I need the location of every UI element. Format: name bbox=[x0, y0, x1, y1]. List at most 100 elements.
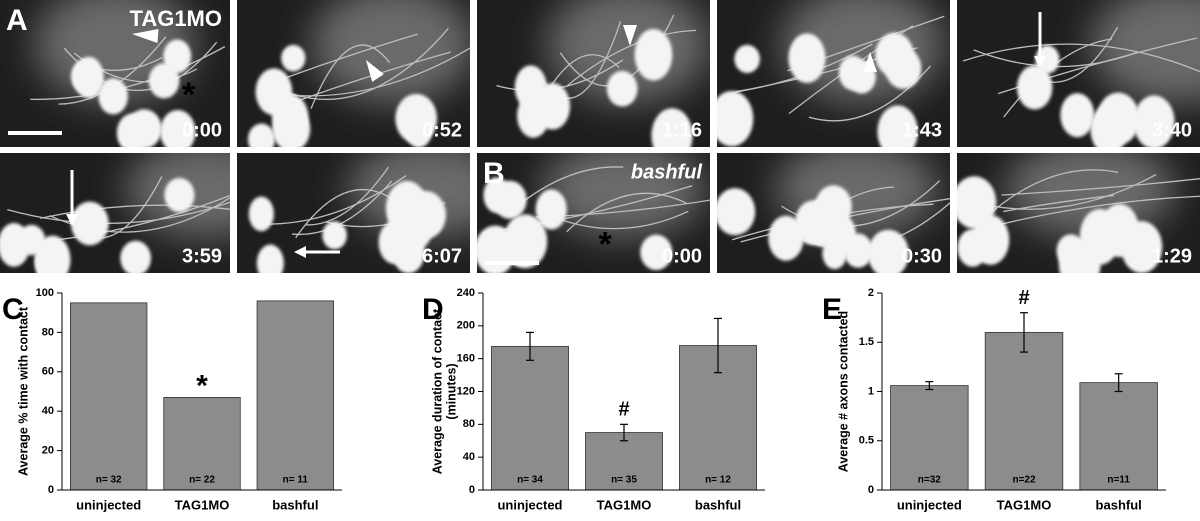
cell-body bbox=[17, 224, 46, 256]
cell-body bbox=[281, 44, 306, 72]
cell-marker: * bbox=[182, 76, 196, 114]
micrograph-content bbox=[957, 153, 1200, 273]
cell-body bbox=[392, 230, 425, 273]
timestamp: 1:29 bbox=[1152, 245, 1192, 267]
timestamp: 0:30 bbox=[902, 245, 942, 267]
background-haze bbox=[542, 153, 706, 237]
y-tick-label: 60 bbox=[42, 366, 54, 378]
y-tick-label: 160 bbox=[457, 353, 475, 365]
micrograph: 0:00 A TAG1MO * bbox=[0, 0, 230, 147]
y-tick-label: 0 bbox=[469, 484, 475, 496]
cell-body bbox=[640, 234, 673, 271]
annotation: # bbox=[1018, 287, 1029, 309]
cell-body bbox=[160, 110, 196, 147]
cell-body bbox=[1079, 209, 1120, 265]
cell-body bbox=[248, 196, 274, 232]
y-tick-label: 200 bbox=[457, 320, 475, 332]
cell-body bbox=[534, 83, 571, 130]
arrowhead bbox=[863, 52, 877, 72]
x-tick-label: uninjected bbox=[76, 497, 141, 512]
n-label: n=32 bbox=[918, 475, 942, 486]
cell-body bbox=[164, 177, 195, 213]
cell-body bbox=[98, 78, 128, 115]
cell-body bbox=[734, 44, 760, 74]
arrowhead bbox=[623, 25, 637, 46]
cell-body bbox=[70, 201, 109, 246]
y-tick-label: 120 bbox=[457, 385, 475, 397]
n-label: n= 12 bbox=[705, 475, 731, 486]
y-axis-title: Average % time with contact bbox=[16, 306, 30, 476]
cell-body bbox=[395, 93, 438, 144]
cell-body bbox=[885, 47, 922, 89]
y-tick-label: 1.5 bbox=[859, 336, 874, 348]
condition-label: bashful bbox=[631, 161, 703, 183]
cell-body bbox=[506, 233, 532, 266]
bar bbox=[984, 331, 1064, 491]
timestamp: 3:40 bbox=[1152, 119, 1192, 141]
cell-body bbox=[116, 113, 148, 147]
micrograph-content bbox=[477, 0, 710, 147]
micrograph: 1:16 bbox=[477, 0, 710, 147]
condition-label: TAG1MO bbox=[130, 6, 222, 31]
bar bbox=[890, 385, 969, 491]
bar bbox=[163, 397, 241, 491]
cell-body bbox=[535, 189, 567, 230]
error-bar bbox=[526, 331, 534, 361]
axon bbox=[990, 169, 1119, 214]
y-tick-label: 80 bbox=[42, 326, 54, 338]
chart-letter: E bbox=[822, 293, 842, 326]
annotation: # bbox=[618, 399, 629, 421]
x-tick-label: TAG1MO bbox=[175, 497, 230, 512]
timestamp: 0:52 bbox=[422, 119, 462, 141]
cell-body bbox=[247, 123, 276, 147]
cell-body bbox=[1016, 65, 1053, 110]
cell-body bbox=[70, 59, 99, 93]
n-label: n= 22 bbox=[189, 475, 215, 486]
y-axis-title: Average # axons contacted bbox=[836, 311, 850, 472]
micrograph: 3:59 bbox=[0, 153, 230, 273]
axon bbox=[521, 166, 624, 204]
micrograph: 1:43 bbox=[717, 0, 950, 147]
y-axis-title: (minutes) bbox=[444, 363, 458, 419]
y-tick-label: 100 bbox=[36, 287, 54, 299]
cell-body bbox=[272, 107, 311, 147]
timestamp: 6:07 bbox=[422, 245, 462, 267]
cell-marker: * bbox=[599, 226, 613, 264]
cell-body bbox=[483, 177, 510, 214]
panel-letter: B bbox=[483, 157, 505, 190]
micrograph: 6:07 bbox=[237, 153, 470, 273]
x-tick-label: bashful bbox=[272, 497, 318, 512]
micrograph-content bbox=[0, 0, 230, 147]
y-tick-label: 20 bbox=[42, 445, 54, 457]
cell-body bbox=[163, 39, 192, 74]
micrograph: 0:52 bbox=[237, 0, 470, 147]
cell-body bbox=[768, 215, 804, 261]
cell-body bbox=[256, 244, 284, 273]
cell-body bbox=[322, 221, 347, 250]
y-tick-label: 2 bbox=[868, 287, 874, 299]
bar bbox=[256, 300, 335, 491]
n-label: n=22 bbox=[1012, 475, 1036, 486]
chart-letter: C bbox=[2, 293, 24, 326]
micrograph: 3:40 bbox=[957, 0, 1200, 147]
micrograph-content bbox=[957, 0, 1200, 147]
axon bbox=[566, 29, 696, 87]
chart-letter: D bbox=[422, 293, 444, 326]
bar bbox=[585, 432, 663, 491]
timestamp: 1:43 bbox=[902, 119, 942, 141]
background-haze bbox=[311, 0, 470, 103]
x-tick-label: TAG1MO bbox=[997, 497, 1052, 512]
axon bbox=[310, 44, 391, 109]
axon bbox=[1001, 178, 1200, 196]
micrograph-content bbox=[717, 0, 950, 147]
y-tick-label: 80 bbox=[463, 418, 475, 430]
n-label: n= 35 bbox=[611, 475, 637, 486]
cell-body bbox=[957, 229, 988, 267]
micrograph: 1:29 bbox=[957, 153, 1200, 273]
cell-body bbox=[404, 190, 447, 239]
x-tick-label: bashful bbox=[1096, 497, 1142, 512]
cell-body bbox=[838, 55, 867, 91]
y-tick-label: 1 bbox=[868, 385, 874, 397]
axon bbox=[962, 43, 1200, 73]
